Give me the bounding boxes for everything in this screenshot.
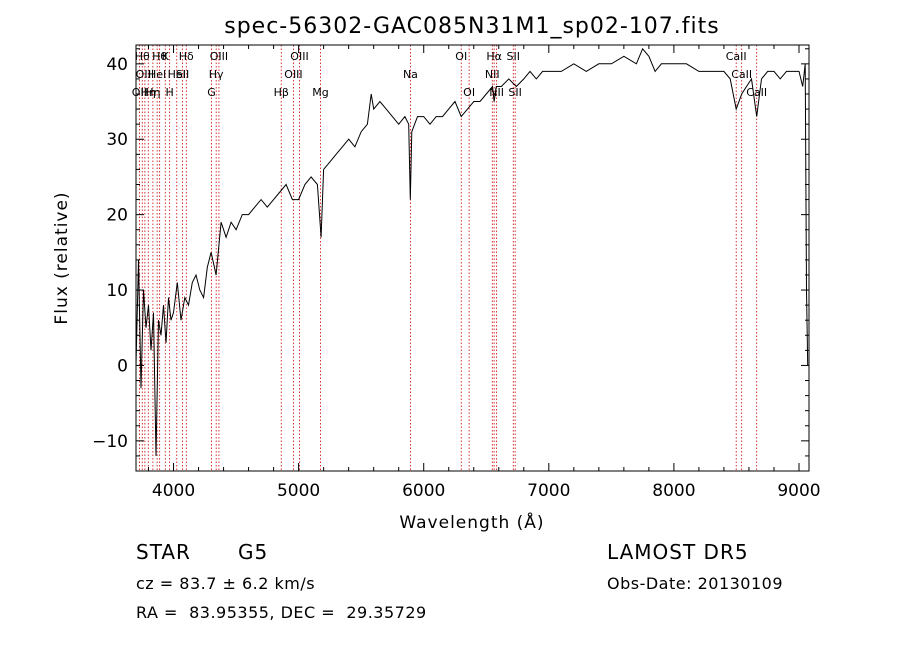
spectrum-line [135, 47, 809, 456]
spectral-line-label: Hγ [209, 68, 224, 81]
spectral-line-label: Hα [486, 50, 502, 63]
object-class: STAR [136, 540, 191, 564]
coordinates-text: RA = 83.95355, DEC = 29.35729 [136, 603, 427, 622]
spectral-line-label: HeI [168, 68, 186, 81]
y-axis-label: Flux (relative) [52, 191, 72, 324]
survey-name: LAMOST DR5 [607, 540, 749, 564]
spectral-line-label: Mg [312, 86, 328, 99]
spectral-line-label: Na [403, 68, 418, 81]
plot-frame [135, 44, 810, 472]
spectral-line-label: H [166, 86, 174, 99]
spectral-line-label: CaII [731, 68, 752, 81]
spectral-line-label: Hθ [152, 50, 167, 63]
y-tick-label: 30 [106, 130, 128, 150]
y-tick-label: 20 [106, 206, 128, 226]
y-axis: −10 0 10 20 30 40 [92, 48, 809, 472]
spectral-line-label: SII [507, 50, 520, 63]
x-tick-label: 4000 [152, 481, 195, 501]
x-tick-label: 6000 [402, 481, 445, 501]
x-tick-label: 8000 [652, 481, 695, 501]
y-tick-label: 10 [106, 281, 128, 301]
spectral-line-label: SII [508, 86, 521, 99]
spectral-line-label: Hη [141, 86, 156, 99]
spectral-line-markers [138, 45, 758, 471]
spectral-line-label: Hη [145, 86, 160, 99]
spectral-line-label: OI [455, 50, 467, 63]
spectral-line-label: OIII [284, 68, 302, 81]
object-subclass: G5 [238, 540, 269, 564]
spectral-line-label: CaII [746, 86, 767, 99]
x-tick-label: 7000 [527, 481, 570, 501]
x-axis: 4000 5000 6000 7000 8000 9000 [148, 45, 821, 501]
spectral-line-label: G [207, 86, 216, 99]
spectral-line-label: OIII [290, 50, 308, 63]
spectral-line-label: SII [176, 68, 189, 81]
y-tick-label: −10 [92, 432, 128, 452]
spectral-line-label: Hθ [135, 50, 150, 63]
spectral-line-label: OIII [136, 68, 154, 81]
spectral-line-label: Hβ [274, 86, 289, 99]
spectral-line-label: OI [463, 86, 475, 99]
spectral-line-label: HeI [148, 68, 166, 81]
y-tick-label: 40 [106, 55, 128, 75]
spectral-line-label: NII [485, 68, 500, 81]
x-tick-label: 5000 [277, 481, 320, 501]
spectral-line-label: OIII [210, 50, 228, 63]
chart-title: spec-56302-GAC085N31M1_sp02-107.fits [224, 14, 720, 39]
spectral-line-label: CaII [726, 50, 747, 63]
spectral-line-label: K [162, 50, 170, 63]
redshift-text: cz = 83.7 ± 6.2 km/s [136, 574, 316, 593]
spectral-line-label: Hδ [179, 50, 194, 63]
x-tick-label: 9000 [777, 481, 820, 501]
obs-date-text: Obs-Date: 20130109 [607, 574, 784, 593]
y-tick-label: 0 [117, 356, 128, 376]
spectral-line-labels: OIIHθOIIIHηHηHeIHθKHHeISIIHδGHγOIIIHβOII… [132, 50, 767, 99]
x-axis-label: Wavelength (Å) [399, 511, 544, 533]
